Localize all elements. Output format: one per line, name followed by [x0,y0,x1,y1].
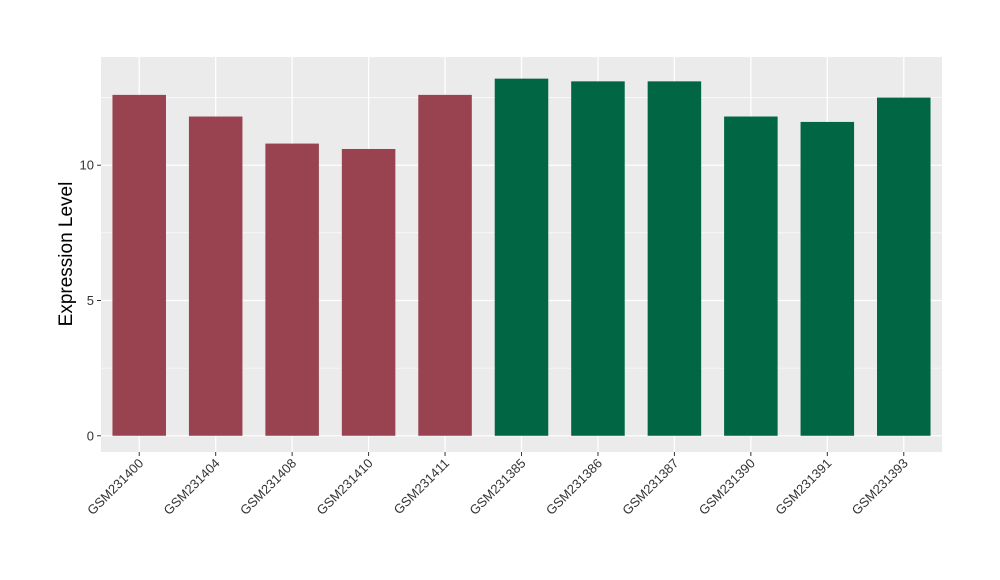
x-tick-label: GSM231393 [849,456,911,518]
bars-group [112,78,931,436]
x-tick-label: GSM231404 [161,456,223,518]
bar [647,81,702,436]
bar [265,143,319,436]
y-axis-title: Expression Level [56,182,77,327]
x-tick-label: GSM231386 [543,456,605,518]
x-tick-label: GSM231408 [237,456,299,518]
x-tick-label: GSM231390 [696,456,758,518]
bar [494,78,549,436]
x-tick-label: GSM231411 [391,456,453,518]
bar [341,148,396,436]
bar [188,116,243,436]
x-tick-label: GSM231391 [772,456,834,518]
x-tick-label: GSM231400 [84,456,146,518]
y-tick-label: 10 [80,158,94,173]
x-tick-label: GSM231387 [619,456,681,518]
bar [877,97,931,436]
x-tick-label: GSM231410 [313,456,375,518]
x-axis: GSM231400 GSM231404 GSM231408 GSM231410 GSM2… [84,452,911,518]
y-tick-label: 0 [87,428,94,443]
y-tick-label: 5 [87,293,94,308]
bar [800,121,855,436]
bar [418,94,472,436]
y-axis: 0 5 10 [80,158,101,443]
bar [571,81,625,436]
bar [724,116,778,436]
bar [112,94,166,436]
x-tick-label: GSM231385 [466,456,528,518]
